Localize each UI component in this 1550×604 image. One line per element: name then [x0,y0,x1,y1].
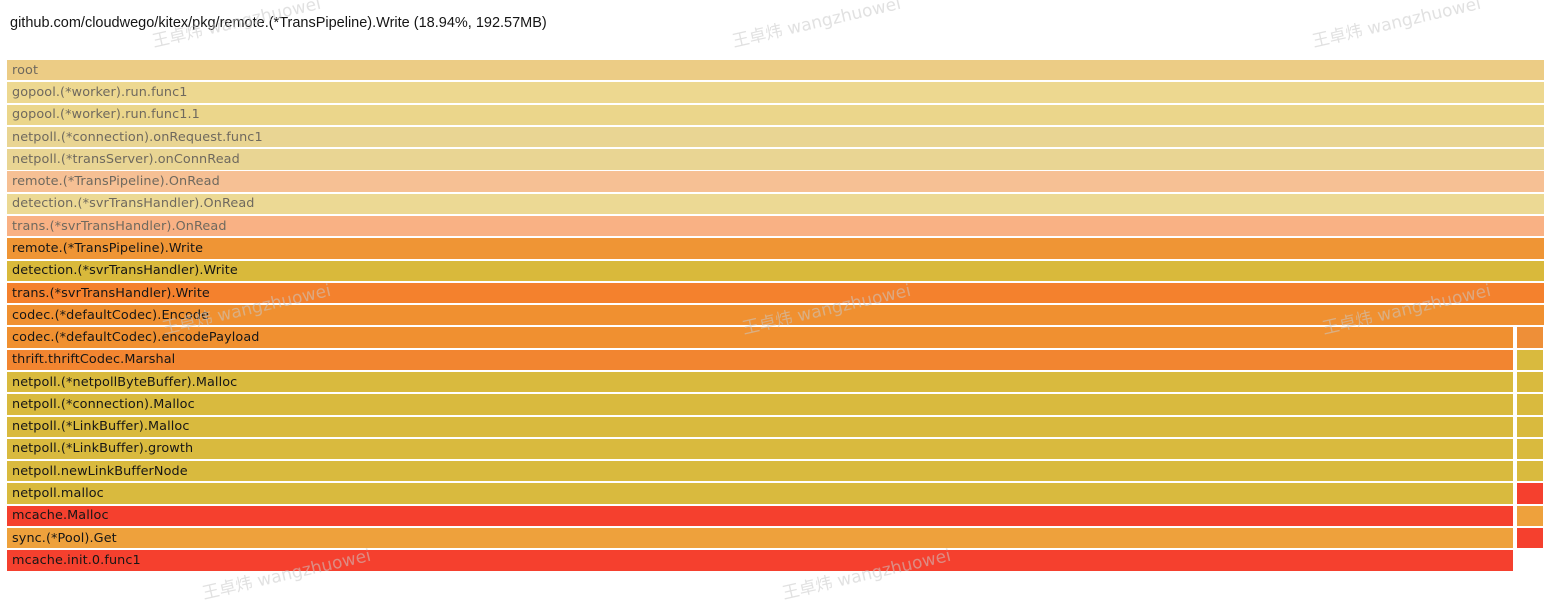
frame-bar[interactable]: sync.(*Pool).Get [7,527,1513,549]
flame-row: netpoll.(*connection).onRequest.func1 [7,126,1544,148]
frame-label: mcache.Malloc [12,508,109,524]
frame-bar-sibling[interactable] [1517,349,1543,371]
frame-bar[interactable]: mcache.Malloc [7,505,1513,527]
frame-bar[interactable]: trans.(*svrTransHandler).OnRead [7,215,1544,237]
flame-row: netpoll.(*LinkBuffer).growth [7,438,1544,460]
frame-bar[interactable]: netpoll.newLinkBufferNode [7,461,1513,482]
frame-bar[interactable]: detection.(*svrTransHandler).OnRead [7,193,1544,215]
frame-label: mcache.init.0.func1 [12,552,141,568]
flame-row: gopool.(*worker).run.func1.1 [7,104,1544,125]
frame-label: codec.(*defaultCodec).Encode [12,307,210,323]
flame-row: trans.(*svrTransHandler).Write [7,282,1544,304]
frame-bar-sibling[interactable] [1517,438,1543,460]
frame-bar[interactable]: netpoll.(*LinkBuffer).growth [7,438,1513,460]
frame-label: netpoll.newLinkBufferNode [12,463,188,479]
flame-row: detection.(*svrTransHandler).OnRead [7,193,1544,215]
frame-bar[interactable]: remote.(*TransPipeline).Write [7,238,1544,259]
frame-label: remote.(*TransPipeline).Write [12,240,204,256]
frame-label: trans.(*svrTransHandler).OnRead [12,218,227,234]
flame-row: netpoll.(*transServer).onConnRead [7,149,1544,170]
frame-bar[interactable]: netpoll.(*transServer).onConnRead [7,149,1544,170]
frame-label: netpoll.(*LinkBuffer).growth [12,441,194,457]
frame-bar[interactable]: codec.(*defaultCodec).Encode [7,305,1544,326]
flame-row: thrift.thriftCodec.Marshal [7,349,1544,371]
frame-label: netpoll.(*connection).Malloc [12,396,195,412]
frame-bar-sibling[interactable] [1517,394,1543,415]
frame-bar[interactable]: remote.(*TransPipeline).OnRead [7,171,1544,192]
frame-label: netpoll.(*LinkBuffer).Malloc [12,419,190,435]
frame-label: detection.(*svrTransHandler).OnRead [12,196,255,212]
frame-bar-sibling[interactable] [1517,461,1543,482]
frame-label: sync.(*Pool).Get [12,530,117,546]
flame-row: detection.(*svrTransHandler).Write [7,260,1544,281]
flame-row: gopool.(*worker).run.func1 [7,82,1544,103]
flame-row: codec.(*defaultCodec).Encode [7,305,1544,326]
frame-label: thrift.thriftCodec.Marshal [12,352,176,368]
flame-row: mcache.init.0.func1 [7,550,1544,571]
frame-label: gopool.(*worker).run.func1.1 [12,107,200,123]
flame-row: remote.(*TransPipeline).Write [7,238,1544,259]
flame-row: sync.(*Pool).Get [7,527,1544,549]
frame-label: root [12,62,39,78]
frame-label: netpoll.malloc [12,486,104,502]
frame-bar[interactable]: netpoll.malloc [7,483,1513,504]
frame-bar[interactable]: netpoll.(*LinkBuffer).Malloc [7,416,1513,437]
frame-bar-sibling[interactable] [1517,483,1543,504]
frame-bar[interactable]: gopool.(*worker).run.func1.1 [7,104,1544,125]
flame-row: remote.(*TransPipeline).OnRead [7,171,1544,192]
flamegraph: root gopool.(*worker).run.func1 gopool.(*w… [7,60,1544,572]
frame-bar[interactable]: thrift.thriftCodec.Marshal [7,349,1513,371]
frame-bar-sibling[interactable] [1517,371,1543,393]
watermark: 王卓炜 wangzhuowei [1310,0,1483,53]
frame-label: netpoll.(*connection).onRequest.func1 [12,129,263,145]
flame-row: netpoll.(*netpollByteBuffer).Malloc [7,371,1544,393]
flamegraph-title: github.com/cloudwego/kitex/pkg/remote.(*… [10,15,547,31]
frame-bar[interactable]: trans.(*svrTransHandler).Write [7,282,1544,304]
frame-label: trans.(*svrTransHandler).Write [12,285,210,301]
frame-bar[interactable]: mcache.init.0.func1 [7,550,1513,571]
frame-bar[interactable]: netpoll.(*connection).onRequest.func1 [7,126,1544,148]
flame-row: netpoll.malloc [7,483,1544,504]
frame-bar-sibling[interactable] [1517,416,1543,437]
frame-bar-sibling[interactable] [1517,327,1543,348]
flame-row: trans.(*svrTransHandler).OnRead [7,215,1544,237]
frame-label: remote.(*TransPipeline).OnRead [12,174,220,190]
frame-bar[interactable]: detection.(*svrTransHandler).Write [7,260,1544,281]
frame-bar[interactable]: codec.(*defaultCodec).encodePayload [7,327,1513,348]
frame-bar-sibling[interactable] [1517,527,1543,549]
frame-label: netpoll.(*transServer).onConnRead [12,151,240,167]
frame-label: gopool.(*worker).run.func1 [12,84,188,100]
frame-label: detection.(*svrTransHandler).Write [12,263,238,279]
flame-row: codec.(*defaultCodec).encodePayload [7,327,1544,348]
frame-bar[interactable]: root [7,60,1544,81]
frame-bar-sibling[interactable] [1517,505,1543,527]
watermark: 王卓炜 wangzhuowei [730,0,903,53]
frame-label: codec.(*defaultCodec).encodePayload [12,330,260,346]
flame-row: netpoll.(*connection).Malloc [7,394,1544,415]
flame-row: root [7,60,1544,81]
frame-label: netpoll.(*netpollByteBuffer).Malloc [12,374,238,390]
frame-bar[interactable]: gopool.(*worker).run.func1 [7,82,1544,103]
flame-row: mcache.Malloc [7,505,1544,527]
frame-bar[interactable]: netpoll.(*connection).Malloc [7,394,1513,415]
flame-row: netpoll.newLinkBufferNode [7,461,1544,482]
flame-row: netpoll.(*LinkBuffer).Malloc [7,416,1544,437]
flamegraph-page: { "title": "github.com/cloudwego/kitex/p… [7,0,1544,604]
frame-bar[interactable]: netpoll.(*netpollByteBuffer).Malloc [7,371,1513,393]
